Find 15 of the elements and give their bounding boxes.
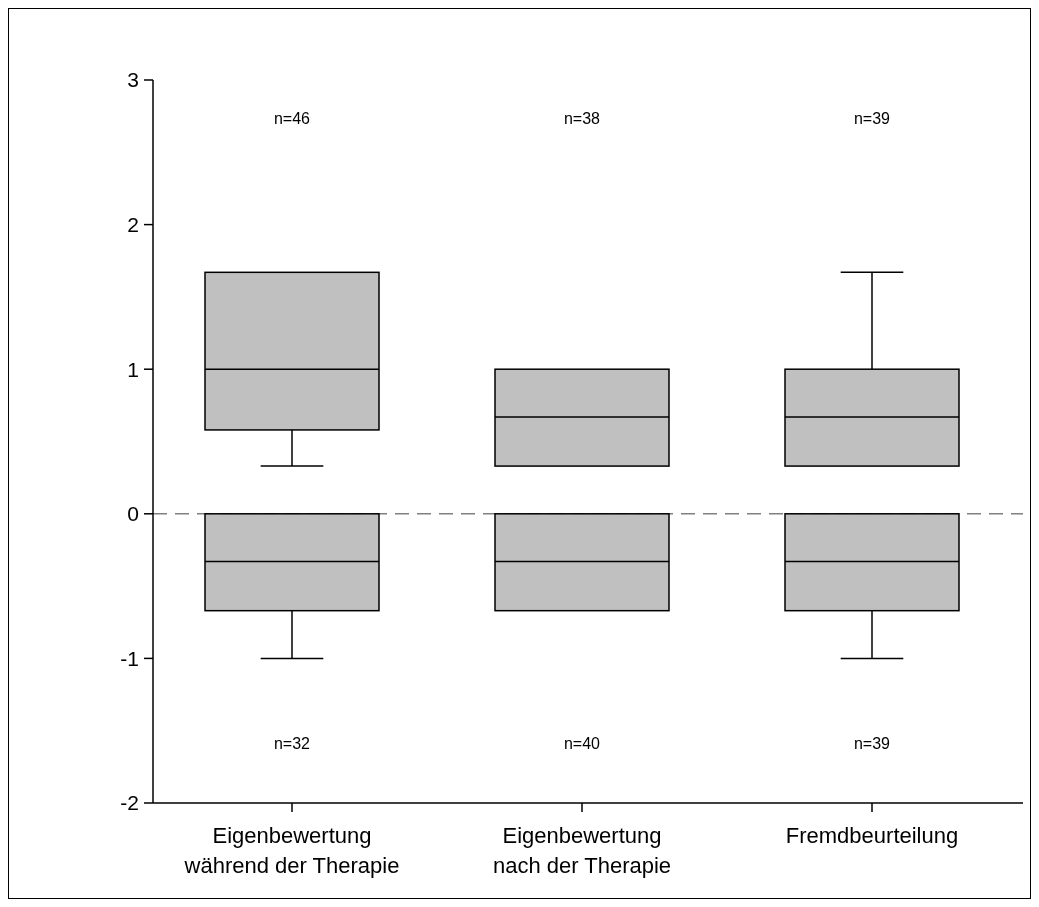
y-tick-label: 3 (127, 68, 139, 92)
annotation: n=39 (853, 109, 891, 127)
x-tick-label: Eigenbewertung während der Therapie (183, 823, 400, 878)
annotation: n=39 (853, 734, 891, 752)
y-tick-label: 0 (127, 502, 139, 526)
x-tick-label: Eigenbewertung nach der Therapie (492, 823, 672, 878)
x-tick-label: Fremdbeurteilung (785, 823, 959, 848)
annotation: n=40 (563, 734, 601, 752)
y-tick-label: -2 (120, 791, 139, 815)
annotation: n=32 (273, 734, 311, 752)
annotation: n=38 (563, 109, 601, 127)
y-tick-label: -1 (120, 646, 139, 670)
y-tick-label: 1 (127, 357, 139, 381)
y-tick-label: 2 (127, 212, 139, 236)
annotation: n=46 (273, 109, 311, 127)
